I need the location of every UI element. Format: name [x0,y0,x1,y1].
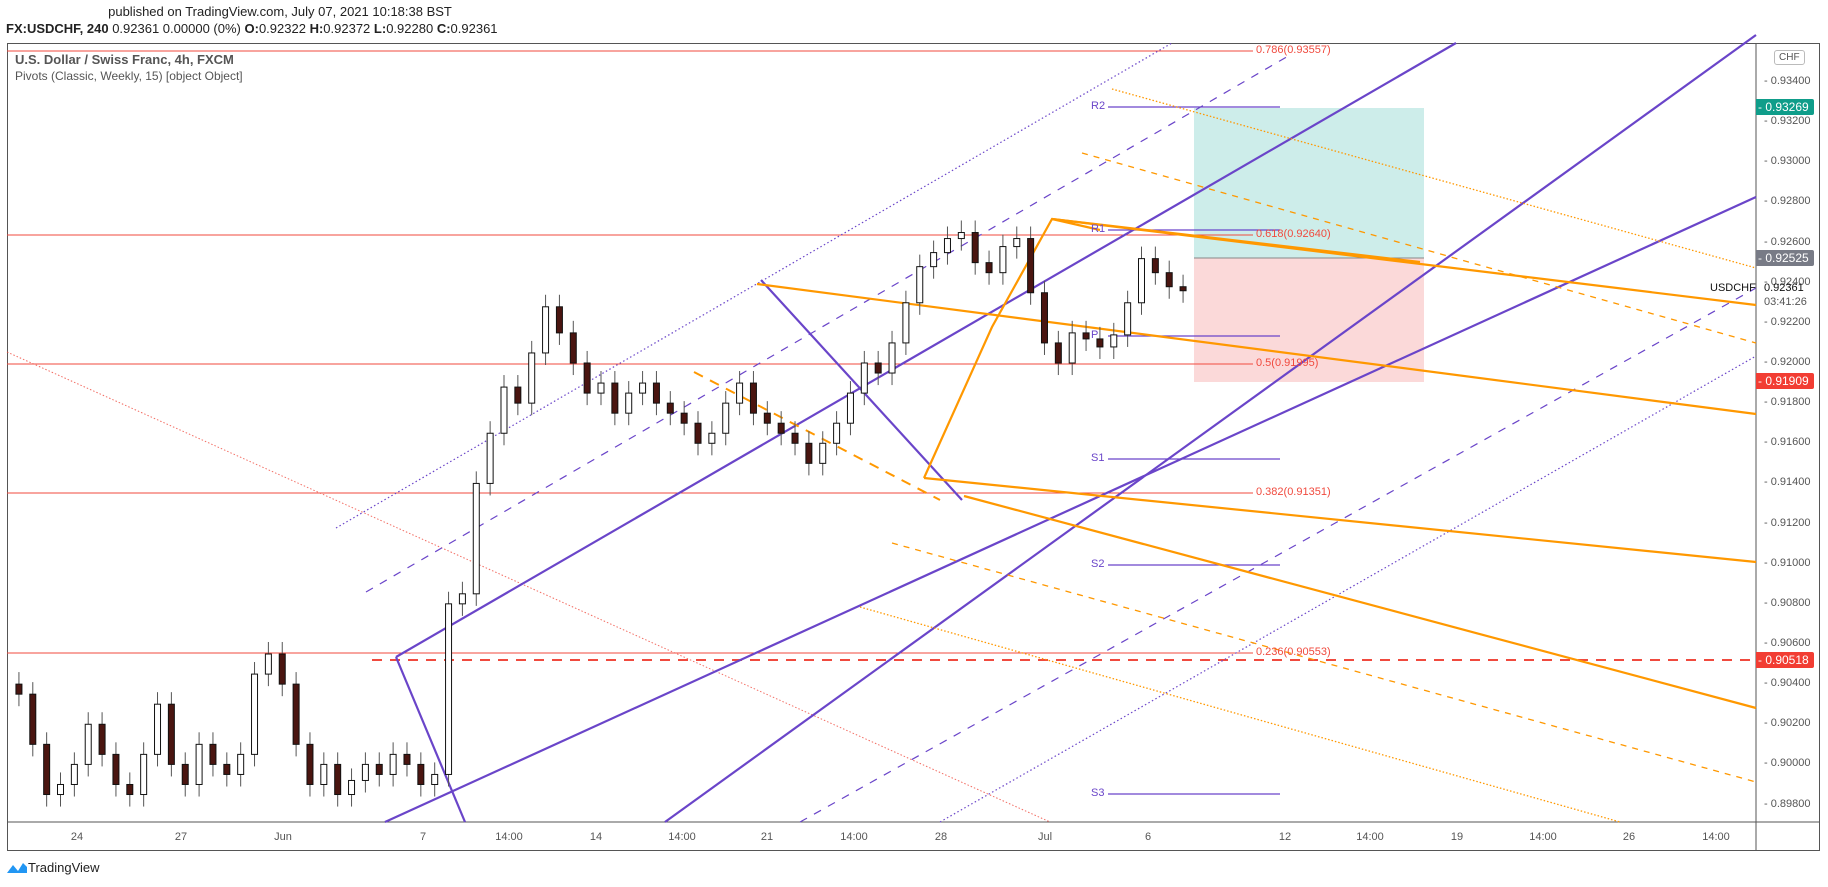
time-tick: 12 [1278,831,1292,843]
price-tick: - 0.90600 [1764,636,1811,649]
low-label: L: [373,21,387,36]
candles [15,220,1187,807]
price-tick: - 0.93200 [1764,115,1811,128]
time-tick: 14:00 [1529,831,1557,843]
time-tick: 14:00 [840,831,868,843]
time-tick: 14 [589,831,603,843]
fib-level-label: 0.236(0.90553) [1256,646,1331,658]
price-tick: - 0.92200 [1764,315,1811,328]
current-price: 0.92361 [1764,282,1804,294]
pivot-label: S3 [1091,787,1105,799]
pivot-label: S2 [1091,558,1105,570]
fib-level-label: 0.786(0.93557) [1256,44,1331,56]
indicator-label[interactable]: Pivots (Classic, Weekly, 15) [object Obj… [15,69,243,83]
price-tick: - 0.93000 [1764,155,1811,168]
current-symbol: USDCHF [1710,282,1756,294]
fib-level-label: 0.5(0.91995) [1256,357,1319,369]
chart-frame [7,43,1820,851]
price-tick: - 0.93400 [1764,75,1811,87]
price-tick: - 0.91600 [1764,436,1811,449]
time-tick: 14:00 [495,831,523,843]
price-tick: - 0.91800 [1764,396,1811,409]
bar-countdown: 03:41:26 [1764,296,1807,308]
pivot-label: R2 [1091,100,1106,112]
high-label: H: [309,21,324,36]
time-tick: 28 [934,831,948,843]
currency-badge[interactable]: CHF [1774,50,1805,65]
time-tick: 21 [760,831,774,843]
time-tick: 14:00 [668,831,696,843]
target-zone [1194,108,1424,258]
published-info: published on TradingView.com, July 07, 2… [108,4,452,19]
price-tag: - 0.90518 [1756,652,1814,668]
price-tick: - 0.89800 [1764,797,1811,810]
time-tick: 27 [174,831,188,843]
time-tick: Jul [1037,831,1053,843]
fib-level-label: 0.618(0.92640) [1256,228,1331,240]
close-label: C: [436,21,451,36]
price-tick: - 0.92400 [1764,275,1811,288]
low-value: 0.92280 [386,21,434,36]
time-tick: 19 [1450,831,1464,843]
price-tick: - 0.92800 [1764,195,1811,208]
symbol-timeframe: FX:USDCHF, 240 [6,21,109,36]
pivot-label: R1 [1091,223,1106,235]
fib-level-label: 0.382(0.91351) [1256,486,1331,498]
high-value: 0.92372 [323,21,371,36]
close-value: 0.92361 [450,21,498,36]
pivot-label: P [1091,329,1099,341]
open-value: 0.92322 [258,21,306,36]
price-tick: - 0.91000 [1764,556,1811,569]
pivot-label: S1 [1091,452,1105,464]
price-tick: - 0.91400 [1764,476,1811,489]
stop-zone [1194,258,1424,382]
tradingview-logo-icon [7,862,27,873]
time-tick: 26 [1622,831,1636,843]
price-tag: - 0.91909 [1756,373,1814,389]
price-tick: - 0.92000 [1764,355,1811,368]
time-tick: Jun [274,831,292,843]
price-tag: - 0.92525 [1756,250,1814,266]
price-tick: - 0.90200 [1764,717,1811,730]
chart-title: U.S. Dollar / Swiss Franc, 4h, FXCM [15,52,234,67]
time-tick: 7 [419,831,427,843]
price-tick: - 0.90000 [1764,757,1811,770]
ohlc-legend: FX:USDCHF, 240 0.92361 0.00000 (0%) O:0.… [6,21,498,36]
price-tick: - 0.91200 [1764,516,1811,529]
last-change: 0.92361 0.00000 (0%) [112,21,241,36]
price-tick: - 0.90800 [1764,596,1811,609]
price-tick: - 0.92600 [1764,235,1811,248]
time-tick: 14:00 [1356,831,1384,843]
tradingview-logo[interactable]: TradingView [6,860,100,875]
price-tick: - 0.90400 [1764,677,1811,690]
time-tick: 24 [70,831,84,843]
time-tick: 6 [1144,831,1152,843]
logo-text: TradingView [28,860,100,875]
open-label: O: [244,21,259,36]
price-tag: - 0.93269 [1756,99,1814,115]
time-tick: 14:00 [1702,831,1730,843]
